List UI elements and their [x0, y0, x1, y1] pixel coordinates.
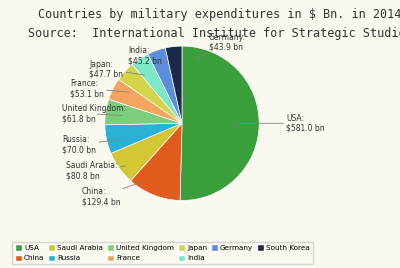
Text: USA:
$581.0 bn: USA: $581.0 bn [235, 114, 325, 133]
Wedge shape [119, 64, 182, 123]
Text: China:
$129.4 bn: China: $129.4 bn [82, 182, 141, 206]
Wedge shape [165, 46, 182, 123]
Text: Source:  International Institute for Strategic Studies: Source: International Institute for Stra… [28, 27, 400, 40]
Wedge shape [148, 48, 182, 123]
Wedge shape [109, 79, 182, 123]
Text: United Kingdom:
$61.8 bn: United Kingdom: $61.8 bn [62, 104, 126, 124]
Text: Germany:
$43.9 bn: Germany: $43.9 bn [196, 32, 246, 59]
Wedge shape [180, 46, 259, 200]
Wedge shape [132, 54, 182, 123]
Text: Japan:
$47.7 bn: Japan: $47.7 bn [89, 59, 144, 79]
Text: Saudi Arabia:
$80.8 bn: Saudi Arabia: $80.8 bn [66, 161, 125, 181]
Text: France:
$53.1 bn: France: $53.1 bn [70, 79, 129, 98]
Text: Countries by military expenditures in $ Bn. in 2014: Countries by military expenditures in $ … [38, 8, 400, 21]
Text: India:
$45.2 bn: India: $45.2 bn [128, 46, 166, 65]
Text: Russia:
$70.0 bn: Russia: $70.0 bn [62, 135, 121, 155]
Wedge shape [105, 123, 182, 153]
Legend: USA, China, Saudi Arabia, Russia, United Kingdom, France, Japan, India, Germany,: USA, China, Saudi Arabia, Russia, United… [12, 241, 313, 265]
Wedge shape [130, 123, 182, 200]
Wedge shape [105, 99, 182, 125]
Wedge shape [111, 123, 182, 181]
